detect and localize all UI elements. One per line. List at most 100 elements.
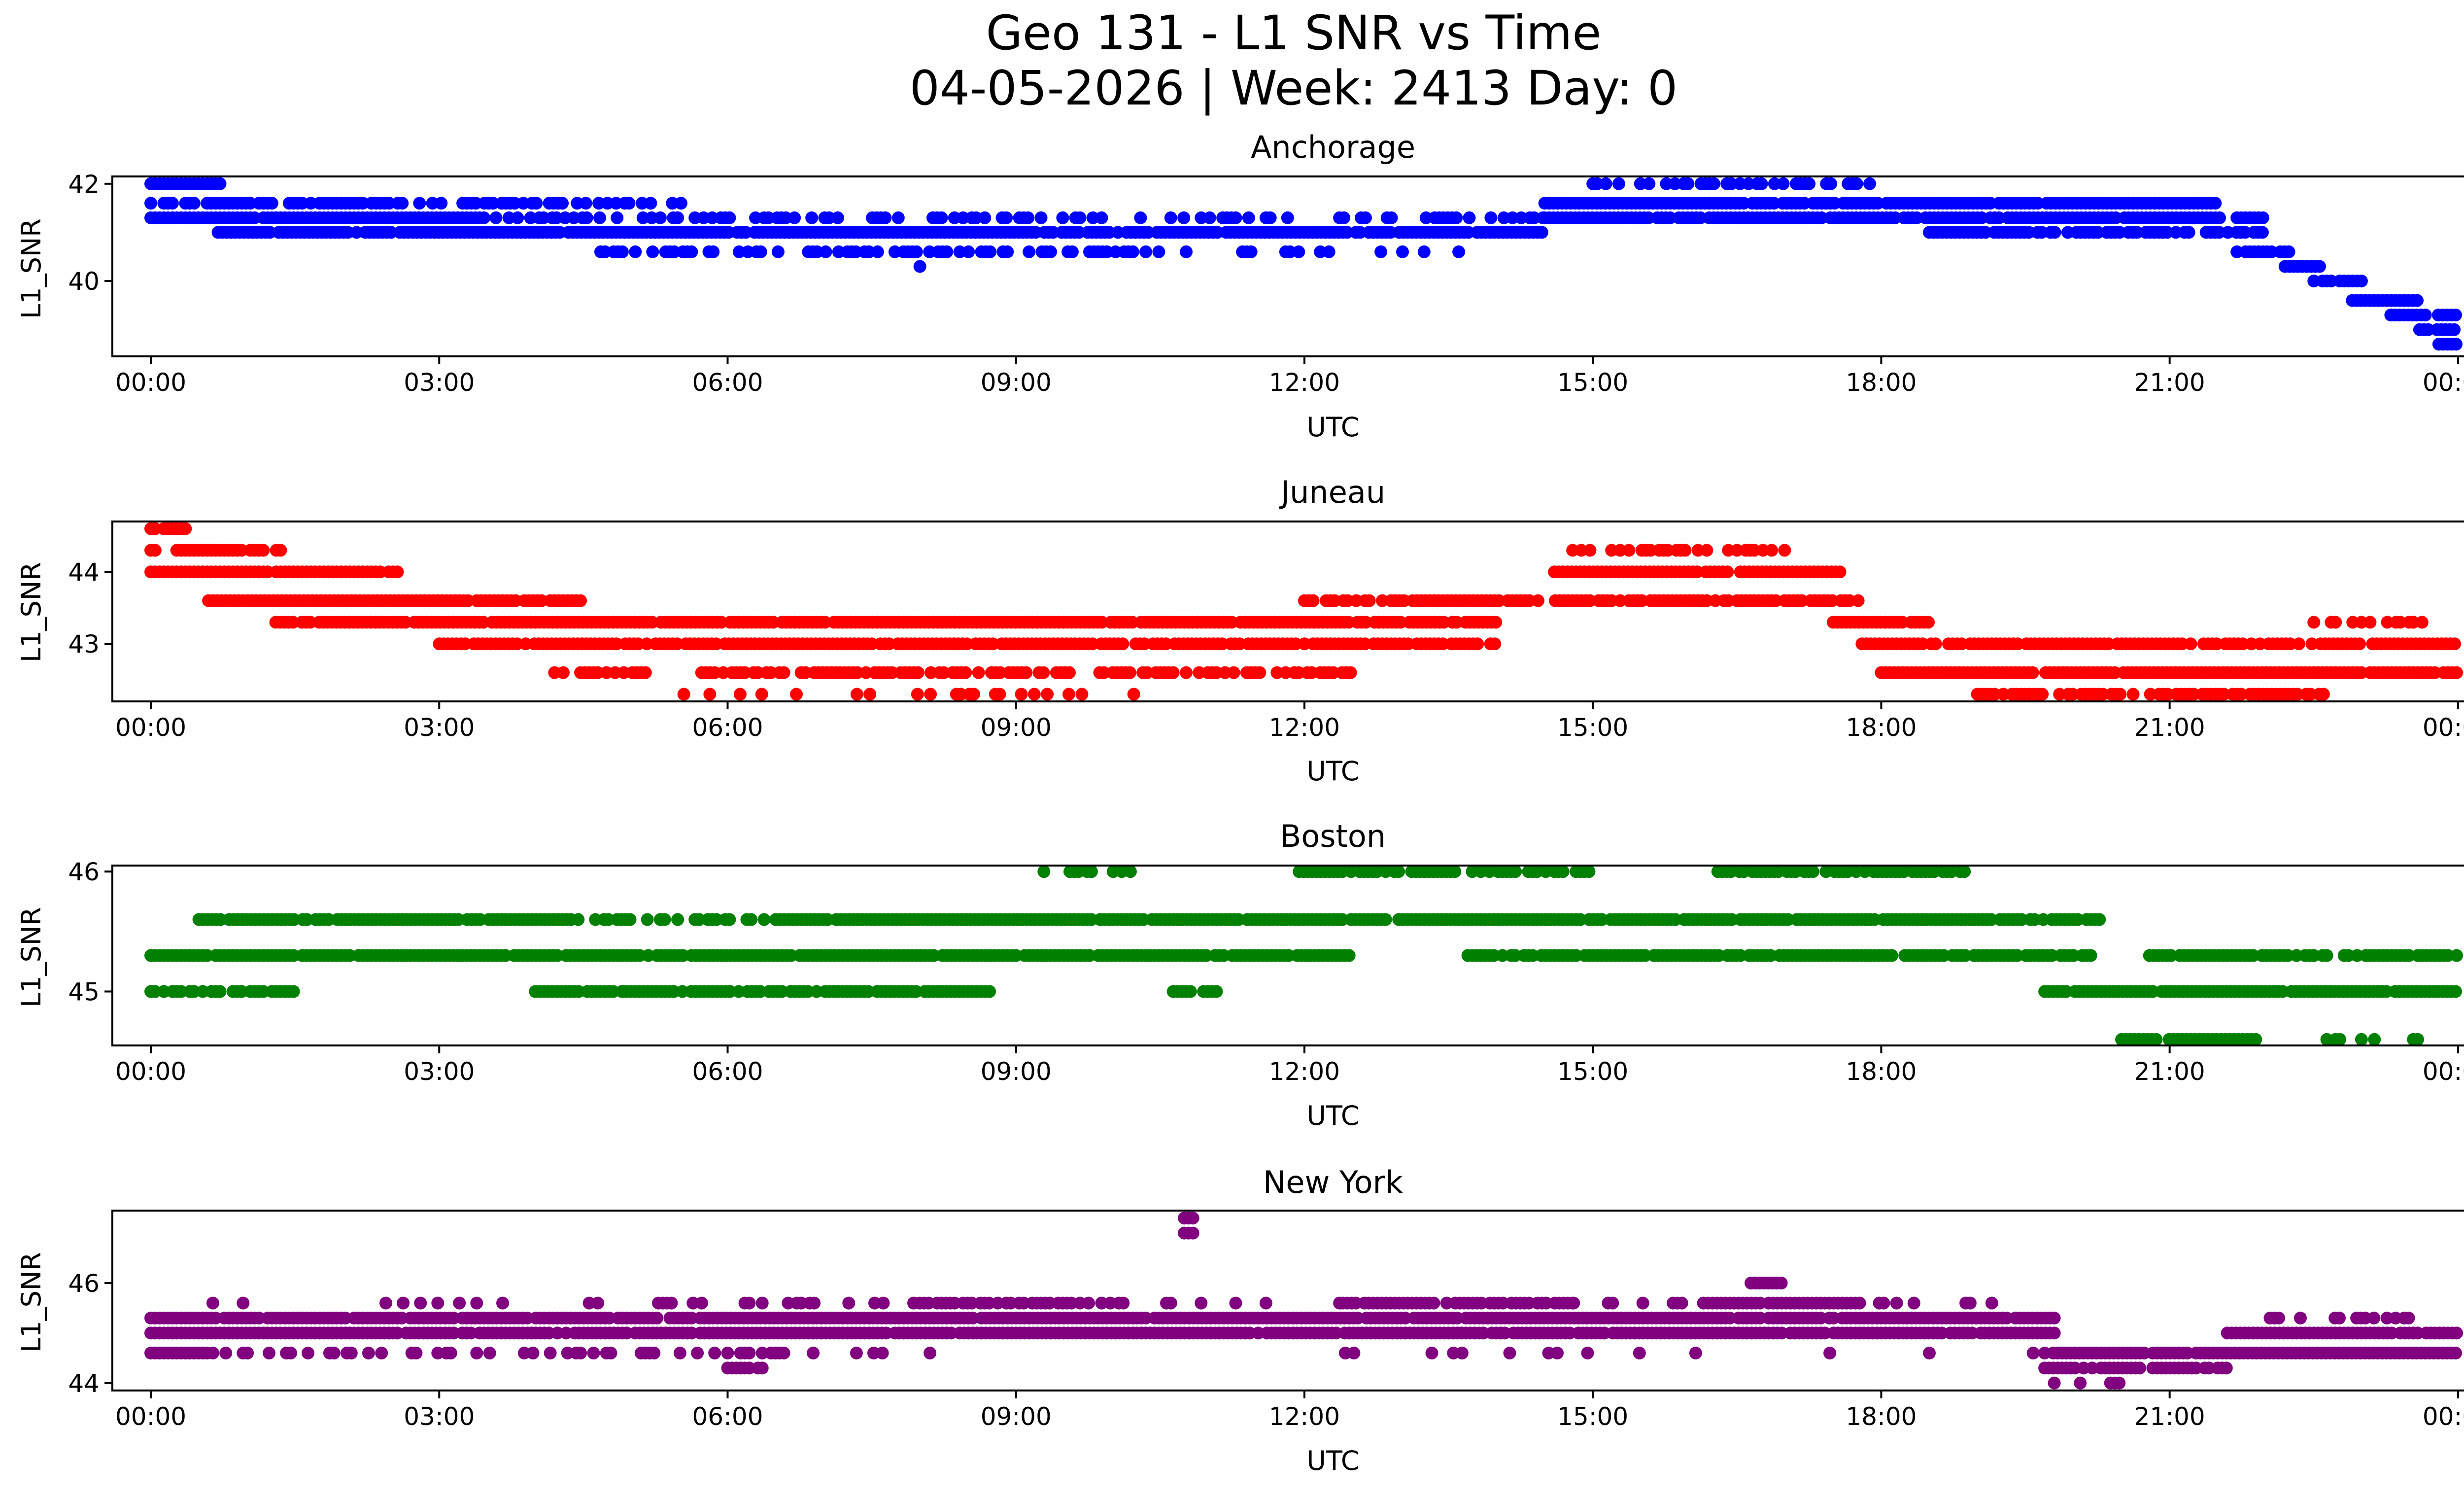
subplot-title: Anchorage xyxy=(1251,129,1415,165)
data-point xyxy=(876,1347,889,1359)
data-point xyxy=(237,1296,250,1310)
data-point xyxy=(790,688,803,701)
data-point xyxy=(983,985,996,998)
x-tick-label: 00:00 xyxy=(115,713,186,742)
plot-frame xyxy=(111,175,2464,357)
data-point xyxy=(2450,666,2463,679)
data-point xyxy=(2313,260,2326,273)
data-point xyxy=(1073,211,1087,224)
x-tick-label: 15:00 xyxy=(1557,368,1628,397)
data-point xyxy=(1929,637,1942,651)
data-point xyxy=(1379,913,1392,926)
data-point xyxy=(1075,688,1089,701)
data-point xyxy=(263,1347,275,1359)
data-point xyxy=(808,1296,821,1310)
data-point xyxy=(1721,565,1734,579)
y-axis-label: L1_SNR xyxy=(16,907,47,1008)
data-point xyxy=(206,1296,219,1310)
data-point xyxy=(674,197,687,210)
x-tick-label: 06:00 xyxy=(692,1057,763,1086)
data-point xyxy=(1890,1296,1903,1310)
data-point xyxy=(2450,338,2463,351)
data-point xyxy=(871,245,884,258)
data-point xyxy=(1450,211,1463,224)
data-point xyxy=(1037,666,1050,679)
data-point xyxy=(691,1347,704,1359)
data-point xyxy=(842,1296,856,1310)
data-point xyxy=(677,688,690,701)
data-point xyxy=(284,1347,297,1359)
data-point xyxy=(2329,616,2342,629)
data-point xyxy=(819,245,832,258)
data-point xyxy=(179,522,192,535)
subplot-boston: Boston L1_SNR UTC 00:00 03:00 06:00 09:00 12… xyxy=(16,818,2464,1131)
data-point xyxy=(2126,688,2140,701)
data-point xyxy=(362,1347,375,1359)
x-tick-label: 06:00 xyxy=(692,713,763,742)
data-point xyxy=(1556,865,1570,878)
data-point xyxy=(1001,245,1014,258)
data-point xyxy=(1708,177,1720,190)
data-point xyxy=(1775,1277,1788,1289)
data-point xyxy=(2419,309,2432,322)
data-point xyxy=(1612,177,1625,190)
data-point xyxy=(629,245,642,258)
data-point xyxy=(1124,865,1137,878)
data-point xyxy=(1044,245,1057,258)
data-point xyxy=(1803,177,1816,190)
y-tick-label: 45 xyxy=(68,978,100,1007)
y-axis-label: L1_SNR xyxy=(16,562,47,662)
data-point xyxy=(685,245,698,258)
data-point xyxy=(777,666,790,679)
data-point xyxy=(658,913,671,926)
data-point xyxy=(1853,1296,1866,1310)
data-point xyxy=(1195,1296,1208,1310)
y-tick-label: 40 xyxy=(68,267,100,296)
data-point xyxy=(879,211,892,224)
data-point xyxy=(1777,177,1790,190)
data-point xyxy=(2355,275,2368,288)
data-point xyxy=(708,1347,721,1359)
data-point xyxy=(1253,666,1266,679)
data-point xyxy=(1850,177,1863,190)
data-point xyxy=(648,1347,661,1359)
data-point xyxy=(1551,1347,1564,1359)
data-point xyxy=(771,245,785,258)
data-point xyxy=(2363,616,2377,629)
data-point xyxy=(2048,1376,2061,1390)
data-point xyxy=(1134,211,1147,224)
data-point xyxy=(1489,616,1503,629)
data-point xyxy=(755,688,768,701)
data-point xyxy=(1337,211,1350,224)
data-point xyxy=(1184,985,1197,998)
data-point xyxy=(496,1296,509,1310)
data-point xyxy=(665,1296,678,1310)
scatter-points xyxy=(144,865,2463,1046)
data-point xyxy=(721,1347,734,1359)
data-point xyxy=(2182,226,2195,239)
data-point xyxy=(1123,666,1136,679)
data-point xyxy=(1292,245,1305,258)
figure-title-line-2: 04-05-2026 | Week: 2413 Day: 0 xyxy=(910,61,1678,116)
data-point xyxy=(1427,1296,1440,1310)
data-point xyxy=(574,594,587,607)
data-point xyxy=(1678,544,1692,557)
data-point xyxy=(972,666,985,679)
data-point xyxy=(396,197,409,210)
data-point xyxy=(745,913,758,926)
data-point xyxy=(967,688,980,701)
data-point xyxy=(410,1347,423,1359)
x-tick-label: 12:00 xyxy=(1269,368,1340,397)
data-point xyxy=(265,197,278,210)
data-point xyxy=(1463,211,1476,224)
data-point xyxy=(148,544,162,557)
data-point xyxy=(1359,211,1372,224)
data-point xyxy=(891,211,905,224)
data-point xyxy=(1532,594,1544,607)
data-point xyxy=(2114,688,2127,701)
data-point xyxy=(1015,688,1028,701)
data-point xyxy=(1180,666,1193,679)
data-point xyxy=(1471,637,1484,651)
